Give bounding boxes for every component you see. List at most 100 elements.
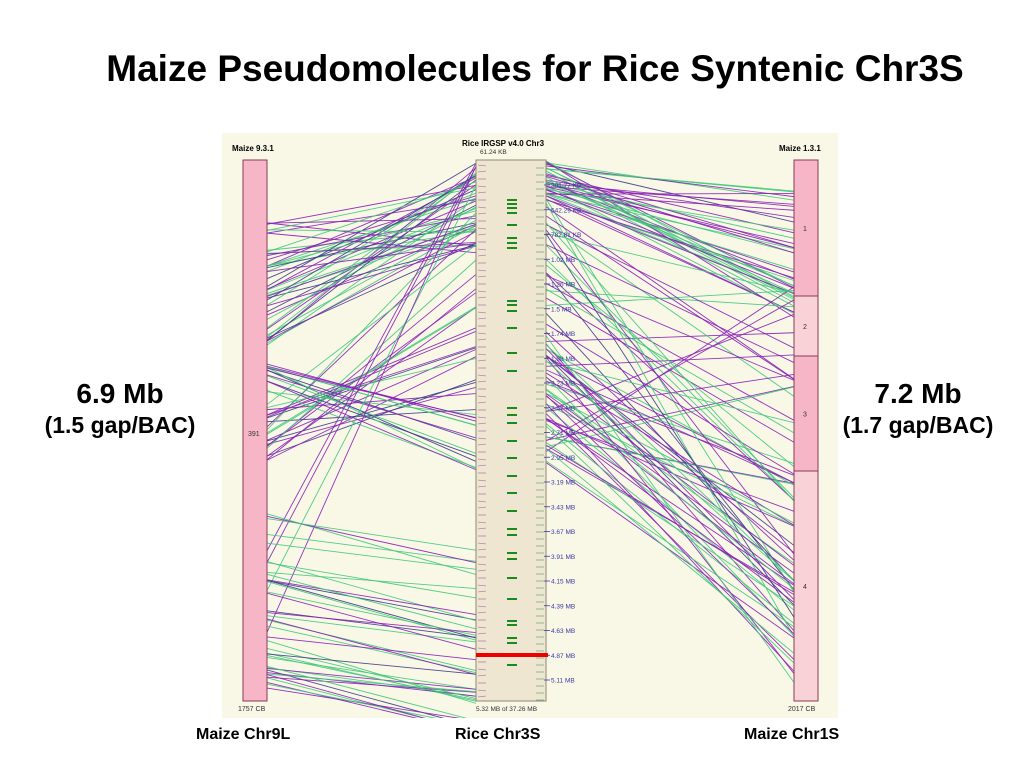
left-stat: 6.9 Mb (1.5 gap/BAC) bbox=[20, 377, 220, 439]
right-chrom-segment bbox=[793, 159, 819, 297]
rice-tick-label: 1.98 MB bbox=[551, 356, 575, 363]
synteny-link bbox=[266, 356, 477, 461]
rice-edge-tic bbox=[477, 626, 487, 629]
synteny-link bbox=[266, 636, 477, 661]
synteny-link bbox=[266, 654, 477, 701]
right-chrom-segment bbox=[793, 470, 819, 702]
rice-tick-label: 3.67 MB bbox=[551, 529, 575, 536]
synteny-link bbox=[266, 592, 477, 650]
synteny-link bbox=[266, 219, 477, 336]
rice-tick-label: 1.74 MB bbox=[551, 331, 575, 338]
synteny-link bbox=[545, 403, 795, 672]
rice-edge-tic bbox=[477, 206, 487, 209]
rice-edge-tic bbox=[477, 605, 487, 608]
rice-edge-tic bbox=[477, 443, 487, 446]
left-chrom-footer: 1757 CB bbox=[238, 706, 266, 713]
rice-position-ticks: 301.77 KB 542.29 KB 782.81 KB 1.02 MB 1.26 M… bbox=[544, 183, 581, 685]
synteny-link bbox=[266, 165, 477, 633]
synteny-link bbox=[266, 581, 477, 641]
rice-edge-tic bbox=[477, 296, 487, 299]
rice-edge-tic bbox=[477, 689, 487, 692]
synteny-link bbox=[266, 667, 477, 697]
synteny-link bbox=[266, 218, 477, 224]
rice-tick-label: 4.87 MB bbox=[551, 653, 575, 660]
synteny-link bbox=[266, 197, 477, 267]
rice-edge-tic bbox=[477, 290, 487, 293]
rice-highlight-band bbox=[476, 653, 548, 657]
synteny-link bbox=[266, 243, 477, 273]
rice-edge-tic bbox=[477, 569, 487, 572]
rice-edge-tic bbox=[477, 458, 487, 461]
synteny-link bbox=[266, 173, 477, 329]
synteny-link bbox=[266, 591, 477, 636]
rice-edge-tic bbox=[477, 233, 487, 236]
rice-edge-tic bbox=[477, 227, 487, 230]
synteny-link bbox=[266, 244, 477, 405]
rice-edge-tic bbox=[477, 164, 487, 167]
synteny-link bbox=[545, 189, 795, 231]
synteny-link bbox=[545, 163, 795, 223]
synteny-link bbox=[545, 386, 795, 441]
synteny-link bbox=[545, 233, 795, 618]
synteny-link bbox=[545, 182, 795, 287]
synteny-link bbox=[545, 275, 795, 381]
rice-edge-tic bbox=[477, 563, 487, 566]
synteny-link bbox=[545, 386, 795, 448]
synteny-link bbox=[545, 425, 795, 664]
synteny-link bbox=[545, 222, 795, 502]
synteny-link bbox=[266, 358, 477, 408]
rice-tick-label: 3.43 MB bbox=[551, 504, 575, 511]
synteny-link bbox=[266, 259, 477, 449]
rice-edge-tic bbox=[477, 185, 487, 188]
synteny-link bbox=[545, 206, 795, 380]
left-segment-label: 391 bbox=[248, 431, 260, 438]
synteny-link bbox=[266, 185, 477, 591]
synteny-link bbox=[266, 618, 477, 675]
left-chromosome bbox=[242, 159, 268, 702]
right-chrom-segment bbox=[793, 295, 819, 357]
synteny-link bbox=[545, 332, 795, 342]
right-stat: 7.2 Mb (1.7 gap/BAC) bbox=[818, 377, 1018, 439]
rice-edge-tic bbox=[477, 584, 487, 587]
synteny-link bbox=[545, 462, 795, 639]
synteny-link bbox=[545, 162, 795, 289]
synteny-link bbox=[545, 272, 795, 501]
rice-edge-tic bbox=[477, 380, 487, 383]
rice-edge-tic bbox=[477, 527, 487, 530]
rice-edge-tic bbox=[477, 437, 487, 440]
synteny-link bbox=[545, 181, 795, 280]
synteny-link bbox=[266, 380, 477, 471]
center-chrom-header: Rice IRGSP v4.0 Chr3 bbox=[462, 139, 545, 148]
synteny-link bbox=[266, 561, 477, 622]
synteny-link bbox=[545, 423, 795, 624]
synteny-link bbox=[545, 185, 795, 314]
synteny-link bbox=[266, 542, 477, 570]
synteny-link bbox=[545, 229, 795, 555]
synteny-link bbox=[545, 168, 795, 192]
synteny-link bbox=[545, 232, 795, 294]
rice-edge-tic bbox=[477, 632, 487, 635]
bottom-label-right: Maize Chr1S bbox=[744, 726, 840, 743]
rice-tick-label: 4.39 MB bbox=[551, 603, 575, 610]
synteny-link bbox=[545, 331, 795, 561]
synteny-link bbox=[266, 674, 426, 718]
synteny-link bbox=[266, 610, 477, 638]
synteny-link bbox=[545, 374, 795, 412]
synteny-link bbox=[266, 242, 477, 339]
rice-tick-label: 782.81 KB bbox=[551, 232, 581, 239]
rice-edge-tic bbox=[477, 353, 487, 356]
synteny-link bbox=[545, 175, 795, 254]
left-chrom-header: Maize 9.3.1 bbox=[232, 144, 274, 153]
rice-edge-tic bbox=[477, 542, 487, 545]
synteny-link bbox=[545, 312, 795, 582]
synteny-link bbox=[545, 354, 795, 367]
rice-edge-tic bbox=[477, 674, 487, 677]
rice-edge-tic bbox=[477, 359, 487, 362]
synteny-link bbox=[545, 165, 795, 198]
synteny-link bbox=[545, 193, 795, 270]
rice-edge-tic bbox=[477, 317, 487, 320]
rice-tick-label: 1.02 MB bbox=[551, 257, 575, 264]
rice-edge-tic bbox=[477, 269, 487, 272]
synteny-link bbox=[266, 369, 477, 462]
synteny-link bbox=[545, 356, 795, 674]
